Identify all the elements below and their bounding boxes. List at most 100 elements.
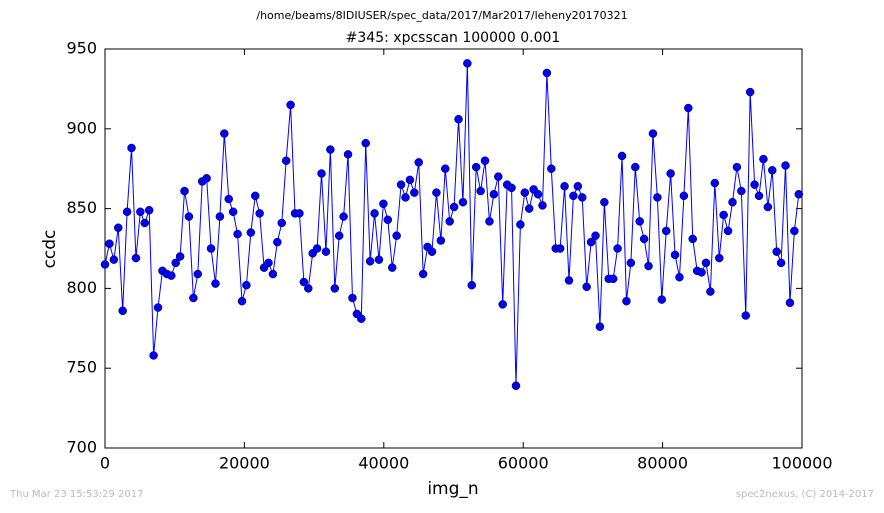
data-point	[569, 191, 578, 201]
x-tick-label: 100000	[771, 454, 832, 473]
data-point	[357, 314, 366, 323]
data-point	[582, 282, 591, 292]
data-point	[100, 260, 110, 269]
data-point	[233, 229, 242, 239]
data-point	[180, 186, 189, 196]
data-point	[542, 68, 552, 78]
data-point	[648, 129, 658, 138]
data-point	[427, 247, 437, 256]
data-point	[608, 274, 618, 284]
y-tick-label: 900	[66, 118, 97, 137]
data-point	[573, 182, 583, 191]
data-point	[471, 162, 481, 172]
data-point	[414, 158, 423, 167]
data-point	[595, 322, 605, 331]
data-point	[794, 189, 804, 199]
data-point	[122, 207, 132, 217]
data-point	[754, 191, 764, 201]
data-point	[255, 209, 264, 218]
data-point	[273, 237, 282, 247]
data-point	[768, 166, 777, 175]
data-point	[635, 217, 644, 226]
data-point	[555, 244, 565, 253]
data-point	[149, 351, 158, 360]
data-point	[317, 169, 326, 178]
data-point	[776, 258, 786, 268]
data-point	[458, 197, 468, 207]
data-point	[321, 247, 331, 256]
x-tick-label: 20000	[219, 454, 270, 473]
data-point	[343, 150, 353, 159]
data-point	[714, 253, 724, 263]
data-point	[184, 212, 194, 221]
data-point	[485, 217, 494, 226]
data-point	[144, 205, 154, 215]
data-point	[688, 234, 697, 244]
data-point	[374, 255, 384, 264]
data-point	[480, 156, 490, 165]
x-axis-label: img_n	[427, 479, 478, 499]
data-point	[538, 201, 547, 210]
data-point	[326, 145, 335, 154]
data-point	[175, 252, 185, 261]
data-point	[684, 103, 693, 113]
data-point	[441, 164, 450, 173]
data-point	[436, 236, 446, 245]
data-point	[719, 210, 728, 220]
data-point	[785, 298, 795, 308]
data-point	[737, 186, 746, 196]
y-tick-label: 850	[66, 198, 97, 217]
data-point	[365, 257, 375, 266]
y-tick-label: 700	[66, 438, 97, 457]
data-point	[215, 212, 225, 221]
data-point	[706, 287, 715, 296]
data-point	[206, 244, 216, 253]
data-point	[577, 193, 587, 202]
data-point	[383, 215, 393, 225]
data-point	[228, 207, 238, 217]
data-point	[622, 296, 631, 306]
data-point	[370, 209, 379, 218]
data-point	[250, 191, 260, 201]
y-tick-label: 950	[66, 39, 97, 58]
data-point	[750, 180, 759, 189]
y-axis-label: ccdc	[40, 230, 60, 269]
data-point	[710, 178, 720, 188]
x-tick-label: 40000	[358, 454, 409, 473]
data-point	[701, 258, 711, 268]
data-point	[242, 280, 251, 290]
data-point	[670, 250, 680, 260]
data-point	[644, 261, 653, 271]
y-tick-label: 750	[66, 358, 97, 377]
data-point	[617, 151, 627, 161]
data-point	[295, 209, 304, 218]
data-point	[463, 59, 472, 68]
data-point	[396, 180, 406, 189]
data-point	[586, 237, 596, 247]
data-point	[516, 220, 525, 229]
data-point	[498, 300, 507, 309]
data-point	[140, 218, 150, 228]
data-point	[401, 193, 410, 202]
data-point	[723, 226, 733, 236]
data-point	[494, 172, 503, 181]
data-point	[661, 226, 671, 236]
data-point	[781, 161, 790, 170]
data-point	[114, 223, 123, 233]
data-point	[697, 268, 706, 277]
data-point	[666, 169, 675, 178]
data-point	[745, 87, 755, 97]
data-point	[533, 189, 543, 199]
data-point	[361, 138, 370, 148]
data-point	[600, 197, 609, 207]
data-point	[286, 100, 295, 110]
data-point	[445, 217, 454, 226]
data-point	[299, 277, 309, 287]
data-point	[264, 258, 273, 268]
plot-frame	[104, 48, 803, 449]
data-point	[109, 255, 119, 264]
data-point	[334, 231, 344, 240]
data-point	[524, 204, 534, 213]
data-point	[772, 247, 781, 256]
